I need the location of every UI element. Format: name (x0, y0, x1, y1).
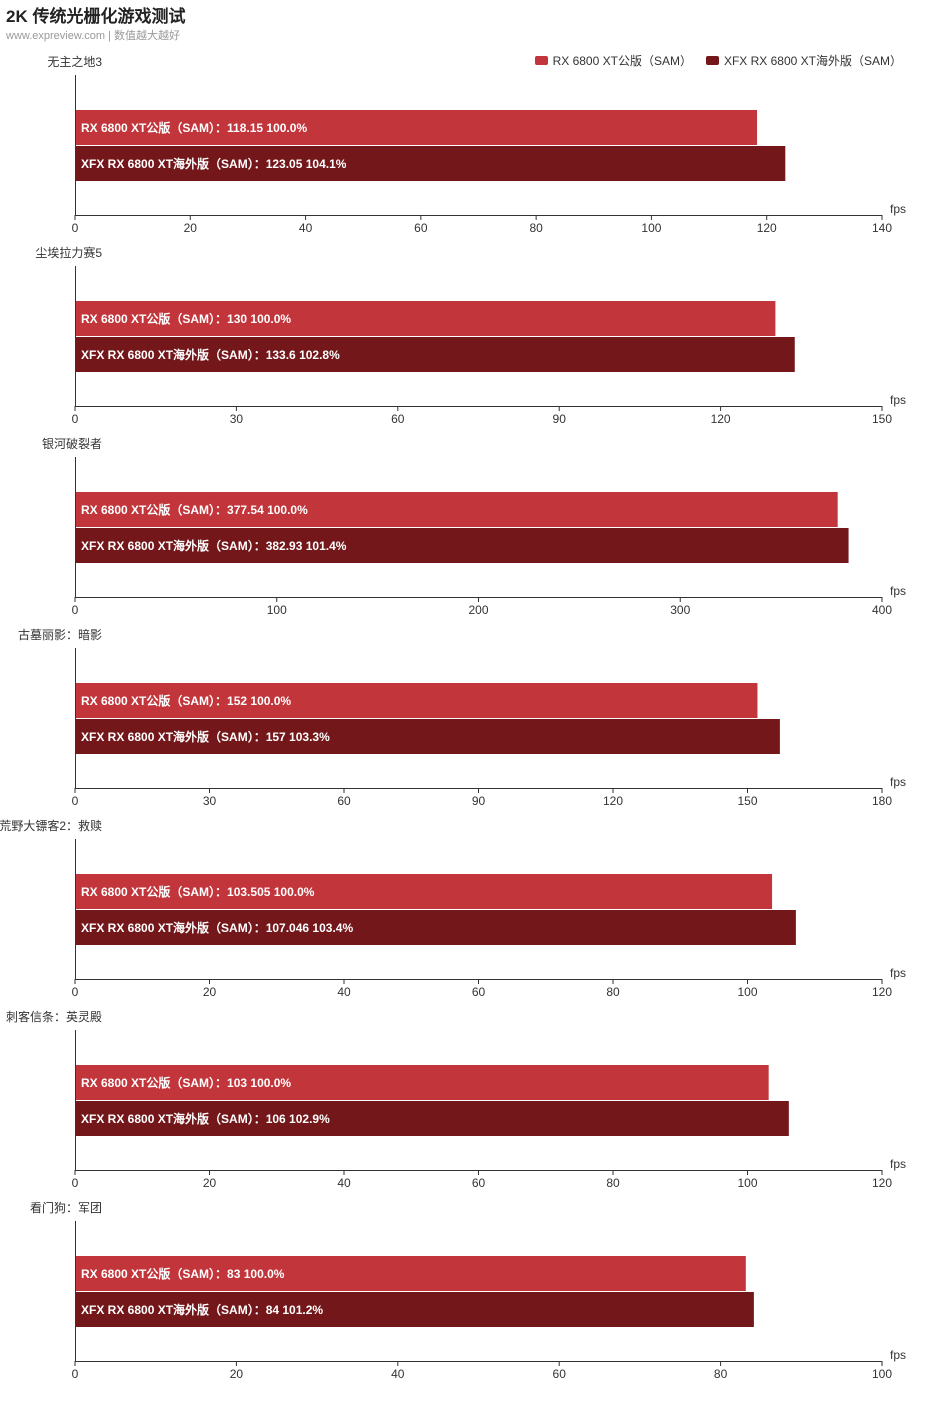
chart-2-tick-label-0: 0 (72, 603, 79, 617)
chart-5-tick-label-6: 120 (872, 1176, 892, 1190)
chart-6-tick-label-5: 100 (872, 1367, 892, 1381)
chart-3-tick-label-1: 30 (203, 794, 217, 808)
chart-0-bar-label-1: XFX RX 6800 XT海外版（SAM）：123.05 104.1% (81, 156, 347, 171)
chart-1-tick-label-5: 150 (872, 412, 892, 426)
chart-1-bar-1 (76, 337, 795, 372)
chart-0-tick-label-6: 120 (757, 221, 777, 235)
chart-5-tick-label-1: 20 (203, 1176, 217, 1190)
legend: RX 6800 XT公版（SAM） XFX RX 6800 XT海外版（SAM） (534, 52, 902, 69)
chart-2-bar-1 (76, 528, 849, 563)
chart-6-bar-label-1: XFX RX 6800 XT海外版（SAM）：84 101.2% (81, 1302, 323, 1317)
chart-1-tick-label-2: 60 (391, 412, 405, 426)
chart-3-bar-label-1: XFX RX 6800 XT海外版（SAM）：157 103.3% (81, 729, 330, 744)
chart-3-tick-label-5: 150 (737, 794, 757, 808)
chart-2-bar-label-1: XFX RX 6800 XT海外版（SAM）：382.93 101.4% (81, 538, 347, 553)
chart-3-title: 古墓丽影：暗影 (18, 627, 102, 642)
chart-2-tick-label-2: 200 (468, 603, 488, 617)
chart-2-bar-label-0: RX 6800 XT公版（SAM）：377.54 100.0% (81, 502, 308, 517)
chart-6-tick-label-2: 40 (391, 1367, 405, 1381)
chart-0-tick-label-2: 40 (299, 221, 313, 235)
chart-2-bar-0 (76, 492, 838, 527)
legend-item-series-0[interactable]: RX 6800 XT公版（SAM） (534, 52, 692, 69)
chart-0-unit-label: fps (890, 202, 906, 216)
chart-4-title: 荒野大镖客2：救赎 (0, 818, 102, 833)
chart-6-bar-label-0: RX 6800 XT公版（SAM）：83 100.0% (81, 1266, 285, 1281)
chart-3-tick-label-0: 0 (72, 794, 79, 808)
chart-1-unit-label: fps (890, 393, 906, 407)
chart-5-tick-label-2: 40 (337, 1176, 351, 1190)
chart-5-title: 刺客信条：英灵殿 (6, 1009, 102, 1024)
chart-6-title: 看门狗：军团 (30, 1200, 102, 1215)
chart-1-tick-label-4: 120 (711, 412, 731, 426)
chart-0-tick-label-4: 80 (529, 221, 543, 235)
chart-5-tick-label-4: 80 (606, 1176, 620, 1190)
chart-4-tick-label-5: 100 (737, 985, 757, 999)
chart-0-bar-label-0: RX 6800 XT公版（SAM）：118.15 100.0% (81, 120, 307, 135)
page-subtitle: www.expreview.com | 数值越大越好 (6, 30, 181, 42)
chart-2-tick-label-4: 400 (872, 603, 892, 617)
chart-5-bar-label-0: RX 6800 XT公版（SAM）：103 100.0% (81, 1075, 291, 1090)
chart-1-bar-label-1: XFX RX 6800 XT海外版（SAM）：133.6 102.8% (81, 347, 340, 362)
chart-3-tick-label-3: 90 (472, 794, 486, 808)
chart-3-tick-label-2: 60 (337, 794, 351, 808)
chart-2-tick-label-3: 300 (670, 603, 690, 617)
chart-0-tick-label-0: 0 (72, 221, 79, 235)
legend-swatch-series-0 (534, 56, 548, 65)
chart-6-bar-0 (76, 1256, 746, 1291)
chart-3-bar-1 (76, 719, 780, 754)
chart-3-tick-label-6: 180 (872, 794, 892, 808)
chart-3-tick-label-4: 120 (603, 794, 623, 808)
chart-2-tick-label-1: 100 (267, 603, 287, 617)
chart-4-bar-label-0: RX 6800 XT公版（SAM）：103.505 100.0% (81, 884, 315, 899)
chart-0-tick-label-7: 140 (872, 221, 892, 235)
chart-1-tick-label-0: 0 (72, 412, 79, 426)
chart-3-unit-label: fps (890, 775, 906, 789)
chart-2-title: 银河破裂者 (42, 436, 102, 451)
chart-5-bar-0 (76, 1065, 769, 1100)
chart-4-tick-label-2: 40 (337, 985, 351, 999)
chart-0-bar-1 (76, 146, 786, 181)
legend-label-series-0: RX 6800 XT公版（SAM） (552, 54, 692, 68)
chart-6-bar-1 (76, 1292, 754, 1327)
chart-6-unit-label: fps (890, 1348, 906, 1362)
chart-5-unit-label: fps (890, 1157, 906, 1171)
chart-5-tick-label-5: 100 (737, 1176, 757, 1190)
chart-6-tick-label-4: 80 (714, 1367, 728, 1381)
chart-6-tick-label-0: 0 (72, 1367, 79, 1381)
legend-label-series-1: XFX RX 6800 XT海外版（SAM） (723, 54, 902, 68)
chart-6-tick-label-3: 60 (553, 1367, 567, 1381)
legend-swatch-series-1 (705, 56, 719, 65)
legend-item-series-1[interactable]: XFX RX 6800 XT海外版（SAM） (705, 52, 902, 69)
chart-0-tick-label-5: 100 (641, 221, 661, 235)
chart-5-bar-1 (76, 1101, 789, 1136)
chart-5-bar-label-1: XFX RX 6800 XT海外版（SAM）：106 102.9% (81, 1111, 330, 1126)
chart-1-tick-label-1: 30 (230, 412, 244, 426)
chart-3-bar-label-0: RX 6800 XT公版（SAM）：152 100.0% (81, 693, 291, 708)
chart-4-unit-label: fps (890, 966, 906, 980)
chart-0-tick-label-3: 60 (414, 221, 428, 235)
chart-4-tick-label-6: 120 (872, 985, 892, 999)
chart-4-tick-label-0: 0 (72, 985, 79, 999)
chart-6-tick-label-1: 20 (230, 1367, 244, 1381)
chart-5-tick-label-0: 0 (72, 1176, 79, 1190)
chart-4-tick-label-3: 60 (472, 985, 486, 999)
chart-0-title: 无主之地3 (47, 55, 102, 69)
chart-1-bar-0 (76, 301, 776, 336)
chart-1-title: 尘埃拉力赛5 (35, 245, 102, 260)
chart-1-bar-label-0: RX 6800 XT公版（SAM）：130 100.0% (81, 311, 291, 326)
chart-4-bar-1 (76, 910, 796, 945)
chart-3-bar-0 (76, 683, 758, 718)
chart-5-tick-label-3: 60 (472, 1176, 486, 1190)
chart-0-bar-0 (76, 110, 758, 145)
chart-4-tick-label-1: 20 (203, 985, 217, 999)
chart-4-tick-label-4: 80 (606, 985, 620, 999)
chart-1-tick-label-3: 90 (553, 412, 567, 426)
page-title: 2K 传统光栅化游戏测试 (6, 7, 186, 26)
chart-0-tick-label-1: 20 (184, 221, 198, 235)
chart-4-bar-0 (76, 874, 773, 909)
chart-4-bar-label-1: XFX RX 6800 XT海外版（SAM）：107.046 103.4% (81, 920, 353, 935)
chart-2-unit-label: fps (890, 584, 906, 598)
